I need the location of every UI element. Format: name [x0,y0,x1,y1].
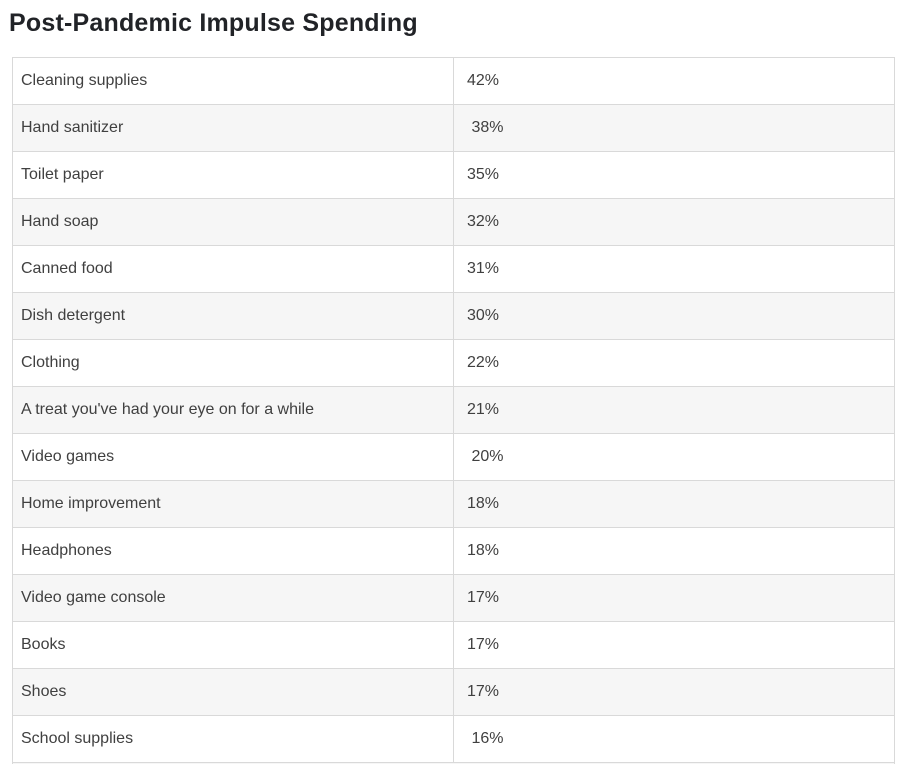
item-label: Video games [13,434,454,480]
spending-table: Cleaning supplies 42% Hand sanitizer 38%… [12,57,895,763]
item-label: Hand soap [13,199,454,245]
table-row: School supplies 16% [13,716,894,763]
item-value: 35% [467,166,500,183]
item-label: Shoes [13,669,454,715]
table-row: Dish detergent 30% [13,293,894,340]
table-row: A treat you've had your eye on for a whi… [13,387,894,434]
item-value: 17% [467,683,500,700]
item-value: 20% [467,448,504,465]
item-label: Books [13,622,454,668]
item-label: Dish detergent [13,293,454,339]
item-value: 17% [467,589,500,606]
item-value: 31% [467,260,500,277]
item-value: 32% [467,213,500,230]
item-value: 21% [467,401,500,418]
table-row: Video games 20% [13,434,894,481]
item-value: 18% [467,542,500,559]
table-row: Toilet paper 35% [13,152,894,199]
table-row: Canned food 31% [13,246,894,293]
item-value: 42% [467,72,500,89]
table-row: Hand sanitizer 38% [13,105,894,152]
item-label: School supplies [13,716,454,762]
item-label: Canned food [13,246,454,292]
table-row: Cleaning supplies 42% [13,58,894,105]
page-title: Post-Pandemic Impulse Spending [9,9,418,37]
table-row: Home improvement 18% [13,481,894,528]
item-label: Headphones [13,528,454,574]
table-row: Headphones 18% [13,528,894,575]
item-value: 30% [467,307,500,324]
item-value: 17% [467,636,500,653]
item-label: Toilet paper [13,152,454,198]
table-row: Video game console 17% [13,575,894,622]
table-row: Hand soap 32% [13,199,894,246]
item-label: Home improvement [13,481,454,527]
item-label: Video game console [13,575,454,621]
table-row: Clothing 22% [13,340,894,387]
table-row: Books 17% [13,622,894,669]
item-value: 18% [467,495,500,512]
item-label: Hand sanitizer [13,105,454,151]
item-label: Clothing [13,340,454,386]
item-value: 22% [467,354,500,371]
item-label: A treat you've had your eye on for a whi… [13,387,454,433]
item-value: 16% [467,730,504,747]
table-row: Shoes 17% [13,669,894,716]
item-label: Cleaning supplies [13,58,454,104]
item-value: 38% [467,119,504,136]
